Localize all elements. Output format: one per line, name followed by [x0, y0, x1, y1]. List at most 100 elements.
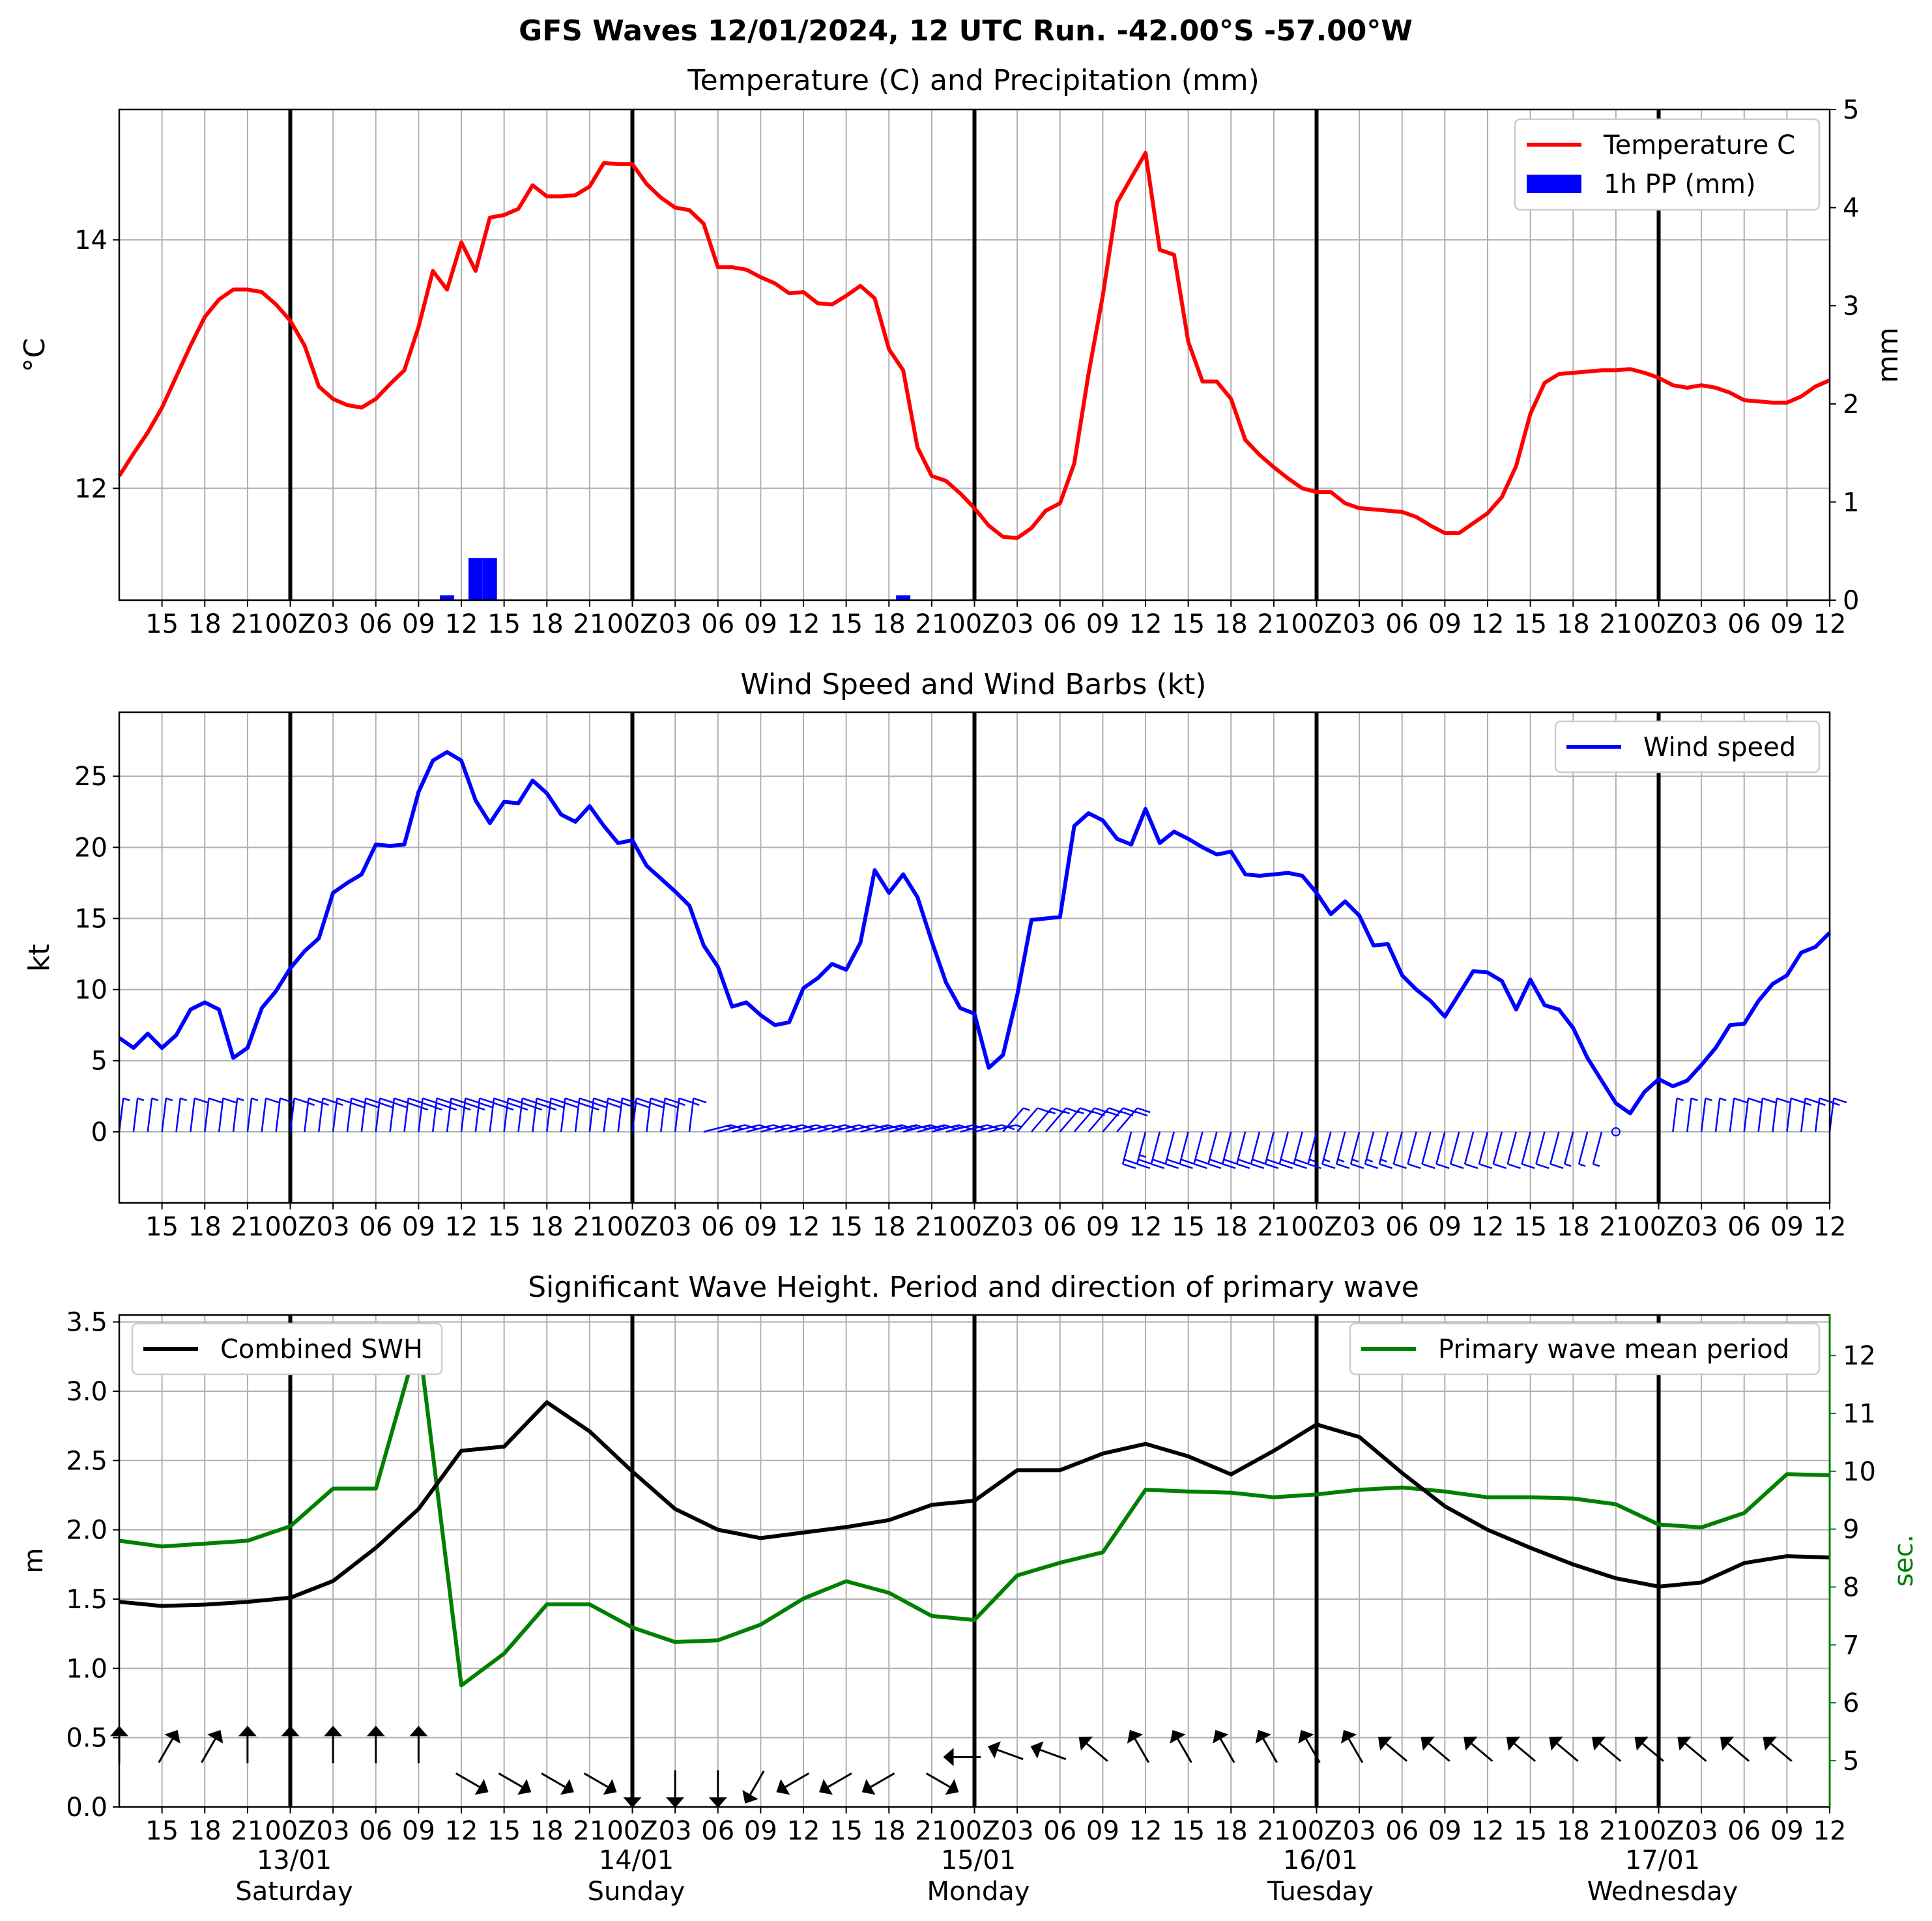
wave-direction-arrow-shaft [1086, 1742, 1108, 1762]
wind-barb-staff [403, 1098, 409, 1133]
y2-tick-label: 8 [1843, 1572, 1859, 1602]
x-tick-label: 21 [231, 609, 264, 639]
wave-direction-arrow-head [1763, 1737, 1777, 1751]
wind-barb-staff [746, 1124, 774, 1133]
x-tick-label: 12 [1129, 609, 1162, 639]
wind-ylabel: kt [23, 944, 56, 972]
x-tick-label: 15 [145, 609, 179, 639]
wind-barb-flag [1048, 1110, 1056, 1115]
wind-plot-frame [118, 711, 1831, 1204]
wind-barb-staff [1073, 1107, 1095, 1133]
x-tick-label: 09 [1770, 1816, 1804, 1846]
wind-barb-flag [1063, 1110, 1071, 1115]
temperature-panel-title: Temperature (C) and Precipitation (mm) [687, 64, 1260, 97]
y2-tick-label: 4 [1843, 194, 1859, 224]
wind-barb-flag [1323, 1159, 1331, 1163]
x-tick-label: 18 [188, 1212, 222, 1242]
wave-direction-arrow-shaft [1177, 1738, 1192, 1763]
wind-barb-flag [436, 1102, 450, 1108]
wind-barb-flag [1237, 1159, 1252, 1165]
wind-barb-flag [1350, 1163, 1364, 1170]
wind-barb-staff [218, 1098, 224, 1133]
wave-direction-arrow-head [1255, 1729, 1271, 1744]
wind-barb-flag [422, 1102, 435, 1108]
wind-barb-flag [336, 1102, 343, 1106]
wind-barb-staff [389, 1098, 396, 1133]
wind-barb-flag [351, 1097, 365, 1104]
wave-direction-arrow-head [207, 1729, 223, 1744]
period-legend: Primary wave mean period [1349, 1322, 1821, 1376]
temperature-legend-label: Temperature C [1603, 130, 1795, 160]
x-tick-label: 21 [915, 1212, 948, 1242]
wave-direction-arrow-shaft [1040, 1749, 1067, 1761]
wave-direction-arrow-shaft [1684, 1742, 1707, 1762]
figure-title: GFS Waves 12/01/2024, 12 UTC Run. -42.00… [519, 14, 1413, 48]
wind-barb-staff [874, 1124, 902, 1133]
wave-direction-arrow-head [560, 1779, 574, 1795]
x-tick-label: 15 [1514, 1816, 1547, 1846]
wind-barb-flag [564, 1097, 579, 1104]
wind-barb-staff [1016, 1107, 1039, 1133]
wind-barb-flag [1139, 1154, 1146, 1158]
x-tick-label: 21 [1599, 1816, 1632, 1846]
wind-barb-staff [1102, 1107, 1124, 1133]
x-tick-label: 03 [1685, 1212, 1718, 1242]
wave-direction-arrow-shaft [925, 1772, 951, 1788]
temperature-day-lines [288, 109, 1661, 600]
x-tick-label: 12 [1471, 1816, 1505, 1846]
temperature-legend-box [1514, 118, 1821, 211]
x-tick-label: 03 [1343, 1212, 1376, 1242]
wind-barb-staff [846, 1124, 874, 1133]
wave-direction-arrow-shaft [997, 1749, 1024, 1761]
wind-barb-flag [1366, 1159, 1374, 1163]
x-tick-label: 18 [1215, 609, 1248, 639]
wind-barb-flag [692, 1102, 700, 1106]
precip-bar [482, 558, 497, 600]
wind-barb-flag [265, 1097, 280, 1104]
wind-barb-flag [665, 1097, 678, 1104]
wave-direction-arrow-head [366, 1726, 385, 1737]
wind-barb-flag [564, 1102, 578, 1108]
wind-barb-staff [788, 1124, 817, 1133]
wind-barb-flag [1762, 1097, 1776, 1104]
wind-barb-flag [407, 1102, 422, 1108]
wind-barb-flag [1265, 1163, 1279, 1170]
wind-barb-staff [945, 1124, 973, 1133]
wave-panel-title: Significant Wave Height. Period and dire… [528, 1271, 1419, 1304]
wave-panel: Significant Wave Height. Period and dire… [19, 1271, 1919, 1907]
x-tick-label: 03 [659, 1212, 692, 1242]
x-tick-label: 15 [487, 1816, 521, 1846]
x-tick-label: 06 [1727, 1816, 1761, 1846]
wind-barb-staff [674, 1098, 680, 1133]
x-tick-label: 18 [872, 1816, 906, 1846]
wind-barb-staff [289, 1098, 295, 1133]
wind-barb-flag [592, 1106, 599, 1111]
x-tick-label: 03 [659, 1816, 692, 1846]
wave-direction-arrow-shaft [201, 1738, 216, 1763]
wind-barb-staff [1578, 1131, 1589, 1164]
weekday-label: Wednesday [1587, 1877, 1738, 1907]
wind-barb-flag [123, 1097, 130, 1101]
y-tick-label: 0.0 [66, 1793, 108, 1823]
wind-barb-flag [1521, 1163, 1535, 1170]
wind-barb-flag [551, 1097, 564, 1104]
precip-bar [440, 595, 455, 600]
x-tick-label: 03 [659, 609, 692, 639]
y2-tick-label: 1 [1843, 487, 1859, 517]
x-tick-label: 21 [573, 1816, 606, 1846]
wind-barb-flag [1422, 1163, 1435, 1170]
x-tick-label: 00Z [1291, 609, 1342, 639]
wind-barb-staff [1150, 1131, 1161, 1164]
wind-barb-flag [549, 1106, 557, 1111]
wind-barb-flag [1450, 1163, 1464, 1170]
x-tick-label: 15 [1172, 1212, 1205, 1242]
wind-barb-staff [318, 1098, 324, 1133]
wind-barb-staff [246, 1098, 253, 1133]
y2-tick-label: 11 [1843, 1399, 1876, 1429]
wind-barb-flag [592, 1102, 607, 1108]
weekday-label: Monday [927, 1877, 1030, 1907]
wind-barb-flag [1123, 1159, 1138, 1165]
x-tick-label: 18 [1215, 1816, 1248, 1846]
x-tick-label: 18 [188, 1816, 222, 1846]
